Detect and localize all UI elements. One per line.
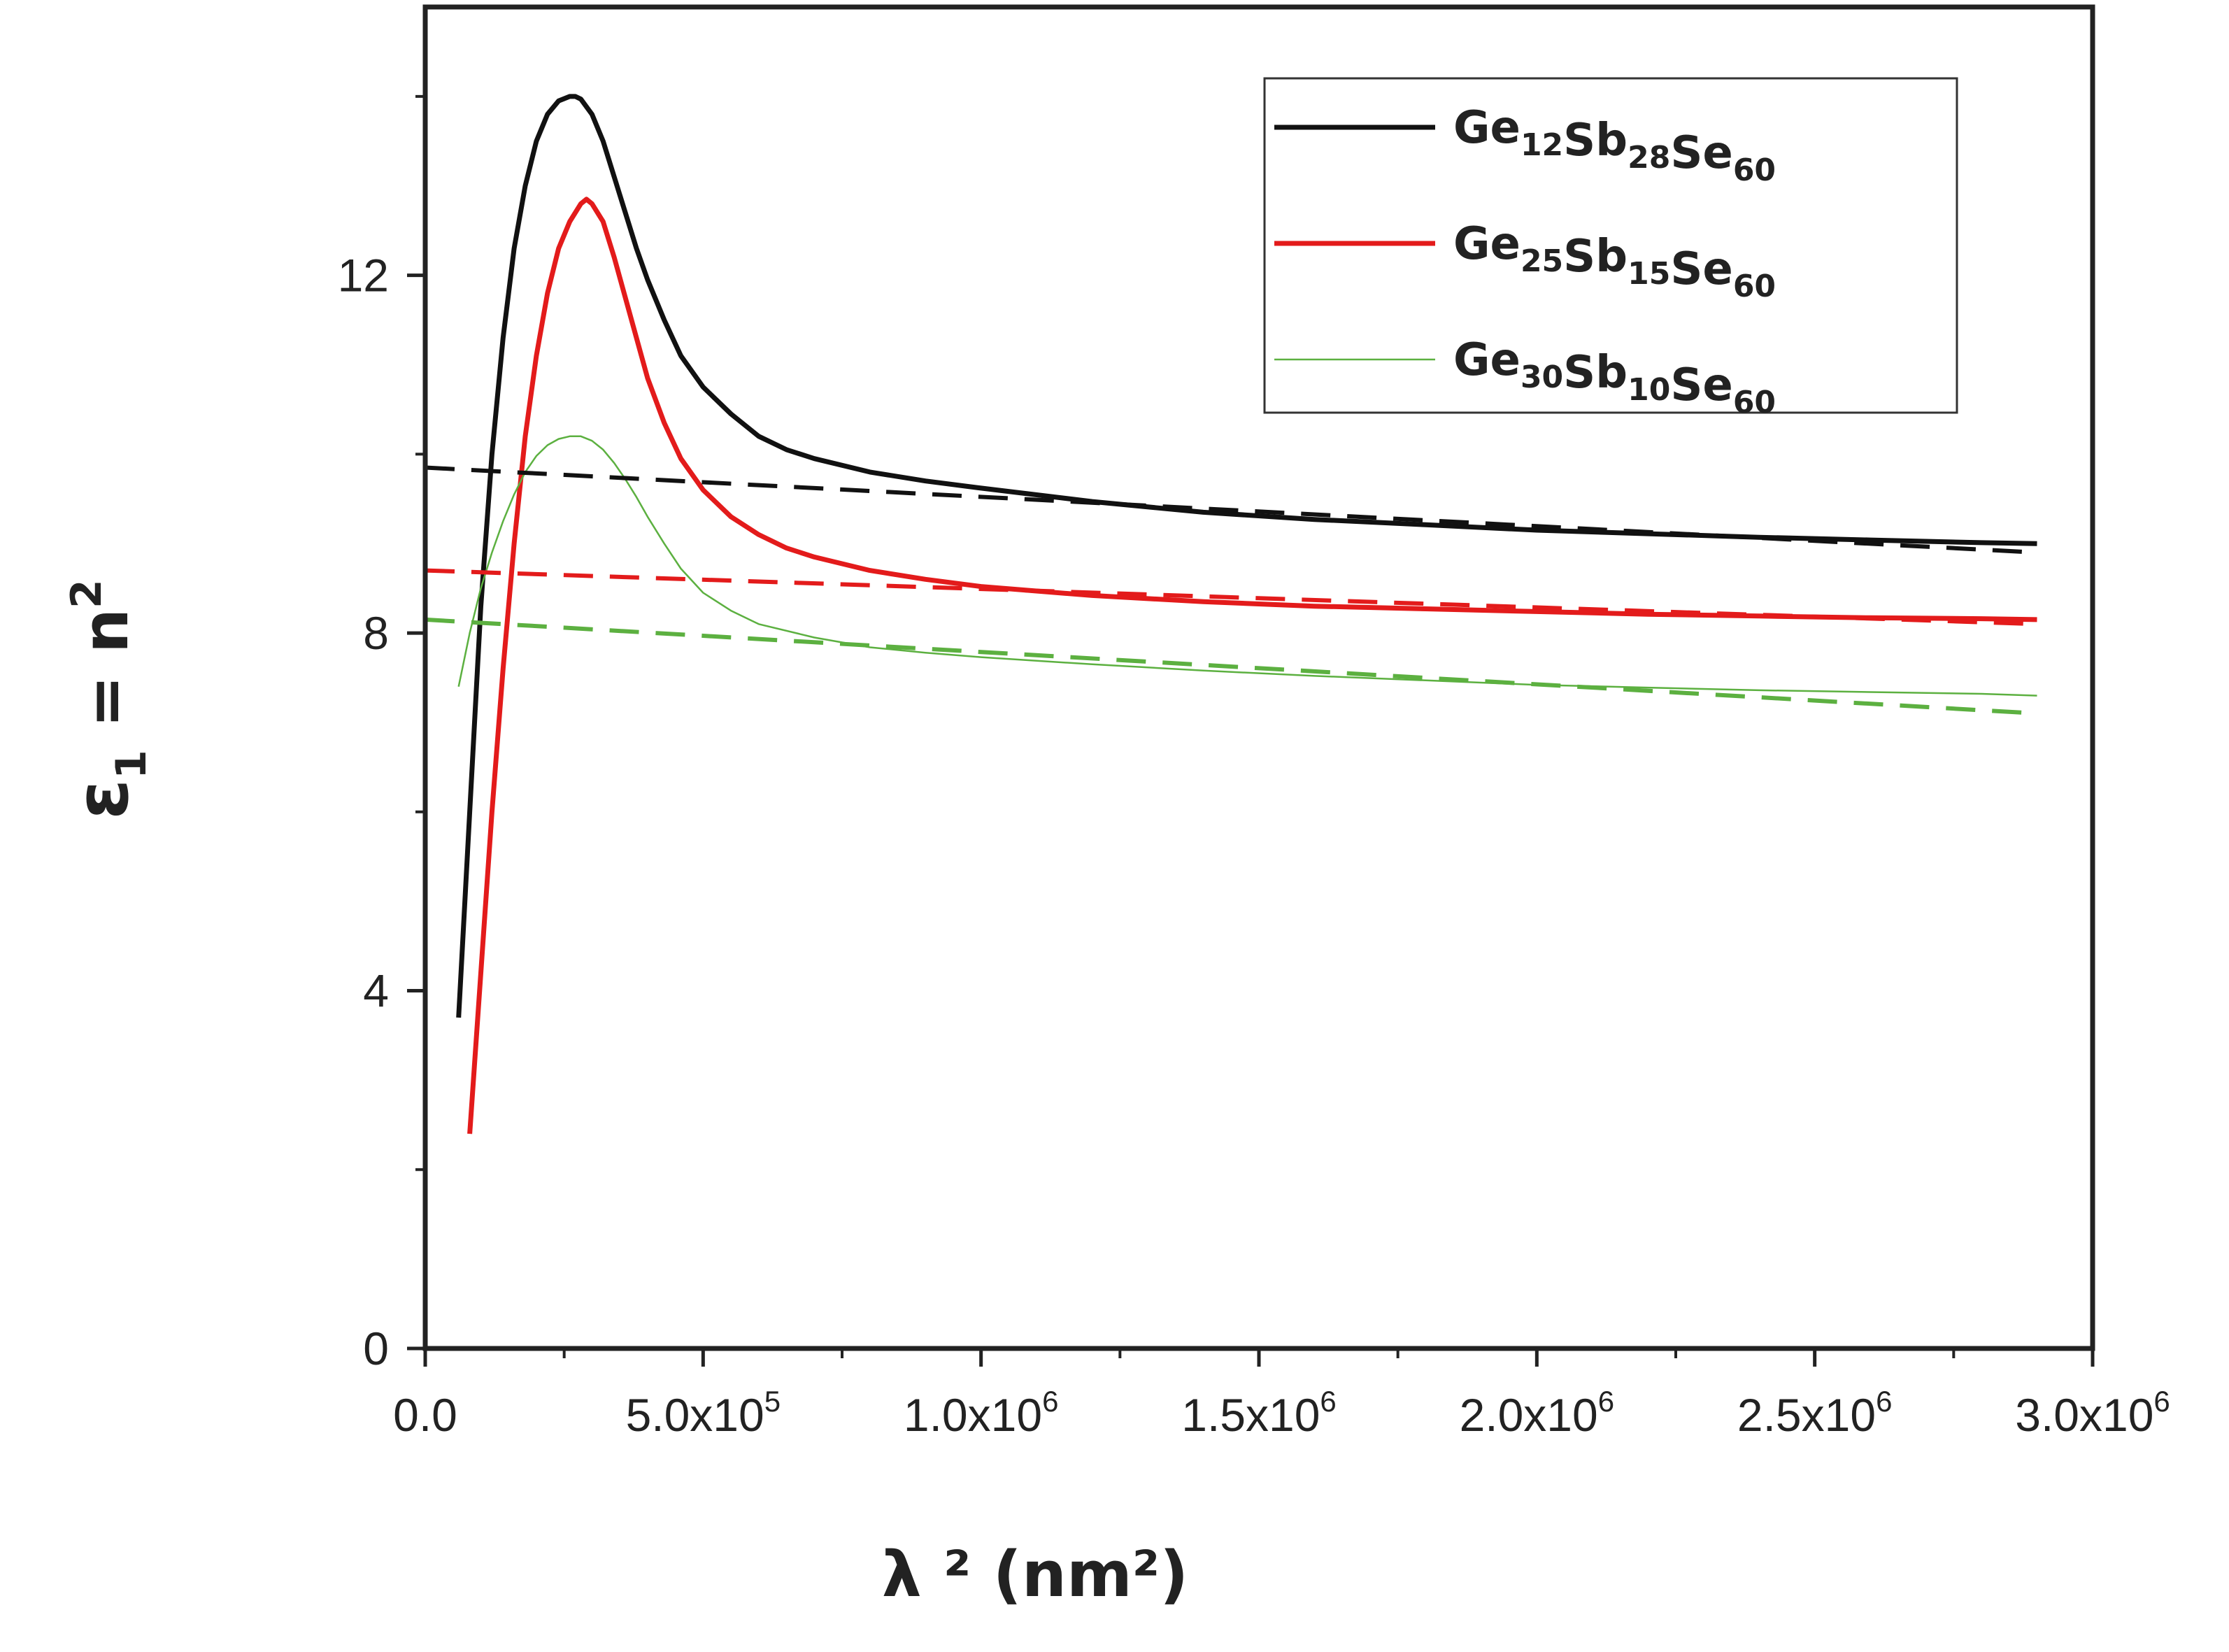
series-line-dashed-5 [425, 617, 2037, 716]
y-axis-title-equation: = n [69, 608, 143, 750]
y-tick-label-0: 0 [363, 1323, 389, 1374]
legend-label-2: Ge30Sb10Se60 [1453, 334, 1776, 420]
series-line-dashed-3 [425, 465, 2037, 555]
x-axis-ticks: 0.0 5.0x105 1.0x106 1.5x106 2.0x106 2.5x106 3.… [393, 1348, 2170, 1441]
y-tick-label-3: 12 [338, 250, 389, 301]
y-axis-title-symbol: ε [59, 779, 145, 820]
legend: Ge12Sb28Se60 Ge25Sb15Se60 Ge30Sb10Se60 [1263, 77, 1958, 420]
series-line-0 [456, 94, 2037, 1018]
x-tick-label-5: 2.5x106 [1737, 1385, 1893, 1441]
x-tick-label-0: 0.0 [393, 1389, 457, 1441]
x-tick-label-3: 1.5x106 [1181, 1385, 1337, 1441]
y-axis-title-subscript: 1 [107, 750, 156, 779]
x-tick-label-6: 3.0x106 [2015, 1385, 2170, 1441]
y-axis-title: ε1 = n2 [59, 579, 156, 820]
y-tick-label-2: 8 [363, 607, 389, 659]
legend-label-1: Ge25Sb15Se60 [1453, 218, 1776, 304]
y-tick-label-1: 4 [363, 965, 389, 1017]
legend-box [1263, 77, 1958, 414]
x-tick-label-1: 5.0x105 [626, 1385, 781, 1441]
legend-label-0: Ge12Sb28Se60 [1453, 102, 1776, 188]
plot-lines [425, 94, 2037, 1134]
y-axis-title-superscript: 2 [62, 579, 111, 608]
x-axis-title: λ ² (nm²) [882, 1538, 1189, 1611]
x-tick-label-4: 2.0x106 [1460, 1385, 1615, 1441]
svg-text:ε1 = n2: ε1 = n2 [59, 579, 156, 820]
series-line-1 [467, 197, 2037, 1134]
series-line-dashed-4 [425, 568, 2037, 627]
x-tick-label-2: 1.0x106 [904, 1385, 1059, 1441]
y-axis-ticks: 0 4 8 12 [338, 94, 425, 1374]
